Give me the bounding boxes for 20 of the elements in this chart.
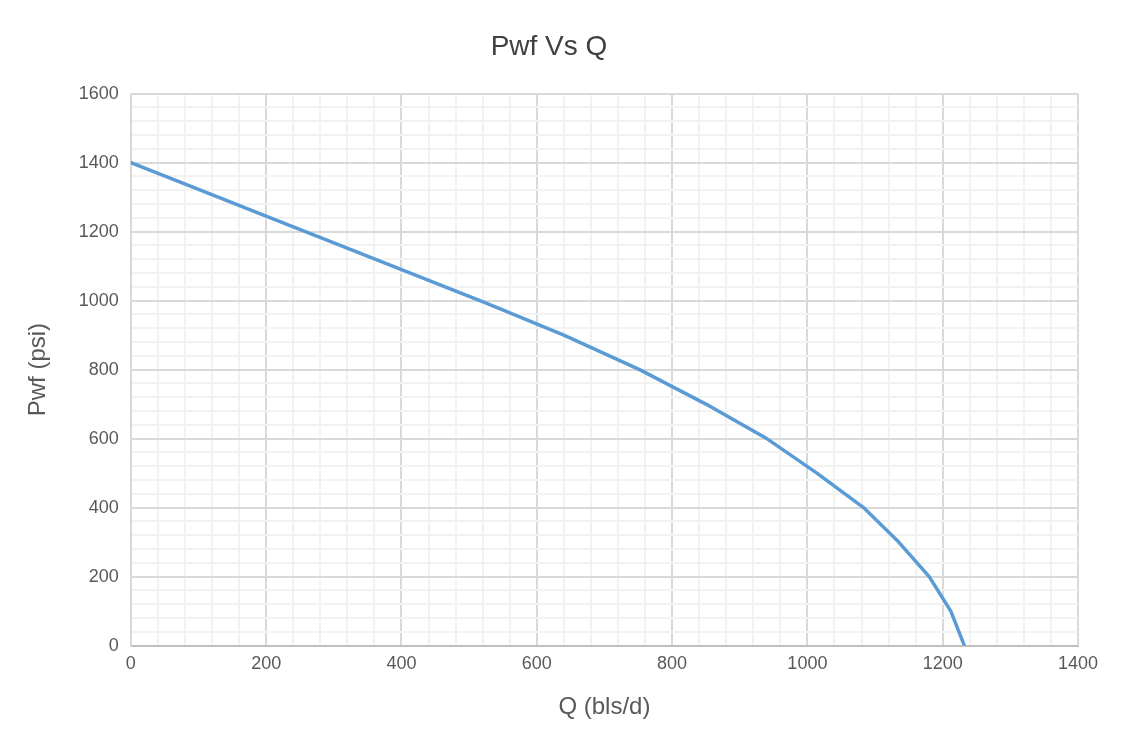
y-tick-label: 1200: [78, 220, 119, 241]
x-tick-label: 600: [521, 653, 552, 674]
y-tick-label: 800: [88, 358, 119, 379]
y-axis-title: Pwf (psi): [23, 322, 51, 417]
x-tick-label: 0: [125, 653, 136, 674]
x-tick-label: 1000: [787, 653, 828, 674]
chart-title: Pwf Vs Q: [490, 29, 608, 61]
y-tick-label: 1000: [78, 289, 119, 310]
x-tick-label: 400: [386, 653, 417, 674]
x-tick-label: 800: [657, 653, 688, 674]
y-tick-label: 1600: [78, 82, 119, 103]
y-tick-label: 200: [88, 565, 119, 586]
x-axis-title: Q (bls/d): [558, 692, 651, 720]
y-tick-label: 400: [88, 496, 119, 517]
y-tick-label: 0: [108, 634, 119, 655]
x-tick-label: 1400: [1057, 653, 1099, 674]
x-tick-label: 1200: [922, 653, 963, 674]
y-tick-label: 600: [88, 427, 119, 448]
y-tick-label: 1400: [78, 151, 119, 172]
x-tick-label: 200: [251, 653, 282, 674]
